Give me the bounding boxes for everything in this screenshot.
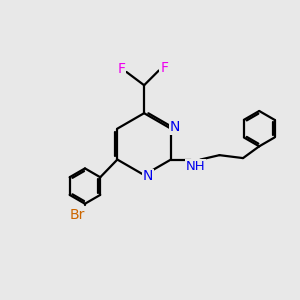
Text: N: N (169, 120, 180, 134)
Text: NH: NH (186, 160, 206, 172)
Text: Br: Br (70, 208, 85, 222)
Text: F: F (117, 62, 125, 76)
Text: N: N (143, 169, 153, 184)
Text: F: F (160, 61, 168, 75)
